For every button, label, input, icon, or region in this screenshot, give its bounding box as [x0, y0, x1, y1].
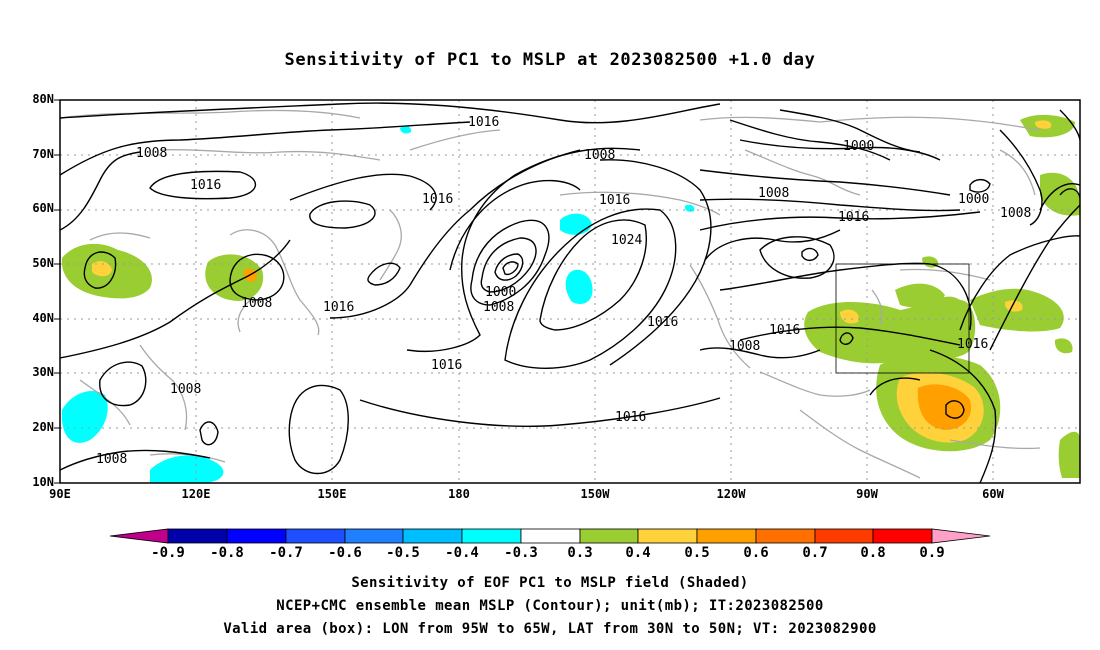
isobars: [60, 102, 1080, 483]
colorbar: [109, 528, 991, 544]
isobar-label: 1016: [190, 178, 221, 193]
isobar-label: 1008: [96, 452, 127, 467]
colorbar-label: 0.7: [802, 545, 828, 561]
isobar-label: 1016: [838, 210, 869, 225]
isobar-label: 1008: [170, 382, 201, 397]
colorbar-label: -0.3: [504, 545, 538, 561]
colorbar-label: 0.3: [567, 545, 593, 561]
map-frame: [59, 99, 1081, 484]
colorbar-label: -0.5: [386, 545, 420, 561]
footer-line-3: Valid area (box): LON from 95W to 65W, L…: [223, 621, 877, 637]
isobar-label: 1024: [611, 233, 642, 248]
colorbar-swatch: [285, 528, 346, 544]
colorbar-swatch: [344, 528, 404, 544]
isobar-label: 1016: [422, 192, 453, 207]
colorbar-swatch: [520, 528, 581, 544]
colorbar-swatch: [814, 528, 874, 544]
isobar-label: 1016: [431, 358, 462, 373]
lon-label: 120E: [181, 487, 211, 501]
lat-label: 40N: [32, 311, 54, 325]
map-plot-area: 1016 1008 1016 1008 1016 1016 1000 1008 …: [60, 100, 1080, 483]
valid-area-box: [835, 263, 970, 374]
isobar-label: 1000: [485, 285, 516, 300]
footer-line-2: NCEP+CMC ensemble mean MSLP (Contour); u…: [276, 598, 824, 614]
lon-label: 180: [448, 487, 470, 501]
colorbar-label: 0.6: [743, 545, 769, 561]
lat-label: 60N: [32, 201, 54, 215]
colorbar-swatch: [167, 528, 228, 544]
isobar-label: 1016: [468, 115, 499, 130]
isobar-labels: 1016 1008 1016 1008 1016 1016 1000 1008 …: [96, 115, 1031, 467]
isobar-label: 1008: [1000, 206, 1031, 221]
sensitivity-shading: [61, 114, 1080, 483]
lon-label: 120W: [716, 487, 746, 501]
isobar-label: 1016: [769, 323, 800, 338]
colorbar-swatch: [579, 528, 639, 544]
colorbar-left-tip: [109, 528, 169, 544]
isobar-label: 1016: [599, 193, 630, 208]
isobar-label: 1016: [957, 337, 988, 352]
lat-label: 10N: [32, 475, 54, 489]
isobar-label: 1008: [483, 300, 514, 315]
isobar-label: 1000: [843, 139, 874, 154]
lon-label: 150W: [580, 487, 610, 501]
lon-label: 150E: [317, 487, 347, 501]
colorbar-label: 0.8: [860, 545, 886, 561]
map-title: Sensitivity of PC1 to MSLP at 2023082500…: [284, 50, 816, 70]
colorbar-right-tip: [931, 528, 991, 544]
isobar-label: 1008: [584, 148, 615, 163]
isobar-label: 1008: [136, 146, 167, 161]
lat-label: 20N: [32, 420, 54, 434]
isobar-label: 1016: [615, 410, 646, 425]
lat-label: 30N: [32, 365, 54, 379]
lat-label: 80N: [32, 92, 54, 106]
colorbar-label: -0.9: [151, 545, 185, 561]
isobar-label: 1016: [323, 300, 354, 315]
colorbar-swatch: [872, 528, 933, 544]
isobar-label: 1016: [647, 315, 678, 330]
isobar-label: 1000: [958, 192, 989, 207]
colorbar-swatch: [226, 528, 287, 544]
lon-label: 90E: [49, 487, 71, 501]
colorbar-swatch: [637, 528, 698, 544]
colorbar-label: 0.4: [625, 545, 651, 561]
colorbar-label: 0.9: [919, 545, 945, 561]
lon-label: 60W: [982, 487, 1004, 501]
colorbar-swatch: [402, 528, 463, 544]
footer-line-1: Sensitivity of EOF PC1 to MSLP field (Sh…: [351, 575, 749, 591]
lat-lon-grid: [60, 100, 1080, 483]
colorbar-label: -0.6: [328, 545, 362, 561]
isobar-label: 1008: [758, 186, 789, 201]
axis-ticks: [54, 99, 60, 484]
colorbar-label: -0.8: [210, 545, 244, 561]
colorbar-swatch: [755, 528, 816, 544]
colorbar-label: -0.7: [269, 545, 303, 561]
colorbar-swatch: [461, 528, 522, 544]
colorbar-swatch: [696, 528, 757, 544]
colorbar-label: 0.5: [684, 545, 710, 561]
lat-label: 50N: [32, 256, 54, 270]
isobar-label: 1008: [729, 339, 760, 354]
lat-label: 70N: [32, 147, 54, 161]
lon-label: 90W: [856, 487, 878, 501]
colorbar-label: -0.4: [445, 545, 479, 561]
isobar-label: 1008: [241, 296, 272, 311]
